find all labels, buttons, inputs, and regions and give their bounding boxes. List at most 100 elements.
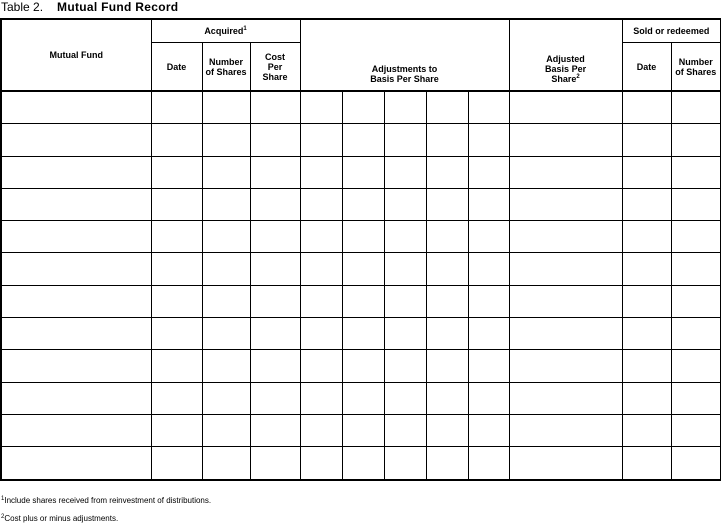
table-cell[interactable] bbox=[150, 284, 203, 319]
table-cell[interactable] bbox=[621, 90, 672, 125]
table-cell[interactable] bbox=[249, 349, 301, 383]
table-cell[interactable] bbox=[621, 220, 672, 254]
table-cell[interactable] bbox=[670, 381, 721, 415]
table-cell[interactable] bbox=[341, 155, 385, 189]
table-cell[interactable] bbox=[341, 284, 385, 319]
table-cell[interactable] bbox=[508, 220, 623, 254]
table-cell[interactable] bbox=[670, 413, 721, 448]
table-cell[interactable] bbox=[0, 317, 152, 351]
table-cell[interactable] bbox=[150, 187, 203, 222]
table-cell[interactable] bbox=[341, 90, 385, 125]
table-cell[interactable] bbox=[383, 446, 427, 481]
table-cell[interactable] bbox=[0, 349, 152, 383]
table-cell[interactable] bbox=[383, 284, 427, 319]
table-cell[interactable] bbox=[467, 446, 510, 481]
table-cell[interactable] bbox=[621, 446, 672, 481]
table-cell[interactable] bbox=[383, 252, 427, 286]
table-cell[interactable] bbox=[425, 252, 469, 286]
table-cell[interactable] bbox=[299, 155, 343, 189]
table-cell[interactable] bbox=[670, 252, 721, 286]
table-cell[interactable] bbox=[0, 446, 152, 481]
table-cell[interactable] bbox=[425, 317, 469, 351]
table-cell[interactable] bbox=[425, 381, 469, 415]
table-cell[interactable] bbox=[383, 317, 427, 351]
table-cell[interactable] bbox=[425, 446, 469, 481]
table-cell[interactable] bbox=[467, 317, 510, 351]
table-cell[interactable] bbox=[249, 155, 301, 189]
table-cell[interactable] bbox=[249, 317, 301, 351]
table-cell[interactable] bbox=[249, 284, 301, 319]
table-cell[interactable] bbox=[201, 413, 251, 448]
table-cell[interactable] bbox=[425, 155, 469, 189]
table-cell[interactable] bbox=[383, 381, 427, 415]
table-cell[interactable] bbox=[467, 349, 510, 383]
table-cell[interactable] bbox=[425, 123, 469, 157]
table-cell[interactable] bbox=[670, 90, 721, 125]
table-cell[interactable] bbox=[299, 284, 343, 319]
table-cell[interactable] bbox=[670, 187, 721, 222]
table-cell[interactable] bbox=[249, 446, 301, 481]
table-cell[interactable] bbox=[383, 90, 427, 125]
table-cell[interactable] bbox=[670, 155, 721, 189]
table-cell[interactable] bbox=[249, 252, 301, 286]
table-cell[interactable] bbox=[299, 220, 343, 254]
table-cell[interactable] bbox=[383, 413, 427, 448]
table-cell[interactable] bbox=[249, 123, 301, 157]
table-cell[interactable] bbox=[0, 284, 152, 319]
table-cell[interactable] bbox=[201, 123, 251, 157]
table-cell[interactable] bbox=[508, 317, 623, 351]
table-cell[interactable] bbox=[0, 187, 152, 222]
table-cell[interactable] bbox=[425, 413, 469, 448]
table-cell[interactable] bbox=[0, 220, 152, 254]
table-cell[interactable] bbox=[621, 413, 672, 448]
table-cell[interactable] bbox=[341, 252, 385, 286]
table-cell[interactable] bbox=[383, 187, 427, 222]
table-cell[interactable] bbox=[467, 90, 510, 125]
table-cell[interactable] bbox=[425, 349, 469, 383]
table-cell[interactable] bbox=[150, 155, 203, 189]
table-cell[interactable] bbox=[670, 349, 721, 383]
table-cell[interactable] bbox=[0, 252, 152, 286]
table-cell[interactable] bbox=[150, 252, 203, 286]
table-cell[interactable] bbox=[299, 187, 343, 222]
table-cell[interactable] bbox=[201, 252, 251, 286]
table-cell[interactable] bbox=[201, 446, 251, 481]
table-cell[interactable] bbox=[299, 123, 343, 157]
table-cell[interactable] bbox=[621, 381, 672, 415]
table-cell[interactable] bbox=[425, 220, 469, 254]
table-cell[interactable] bbox=[508, 446, 623, 481]
table-cell[interactable] bbox=[341, 349, 385, 383]
table-cell[interactable] bbox=[670, 446, 721, 481]
table-cell[interactable] bbox=[299, 90, 343, 125]
table-cell[interactable] bbox=[508, 90, 623, 125]
table-cell[interactable] bbox=[621, 187, 672, 222]
table-cell[interactable] bbox=[249, 220, 301, 254]
table-cell[interactable] bbox=[425, 187, 469, 222]
table-cell[interactable] bbox=[201, 349, 251, 383]
table-cell[interactable] bbox=[467, 413, 510, 448]
table-cell[interactable] bbox=[201, 317, 251, 351]
table-cell[interactable] bbox=[670, 220, 721, 254]
table-cell[interactable] bbox=[201, 187, 251, 222]
table-cell[interactable] bbox=[150, 413, 203, 448]
table-cell[interactable] bbox=[341, 220, 385, 254]
table-cell[interactable] bbox=[383, 123, 427, 157]
table-cell[interactable] bbox=[150, 90, 203, 125]
table-cell[interactable] bbox=[467, 284, 510, 319]
table-cell[interactable] bbox=[508, 413, 623, 448]
table-cell[interactable] bbox=[383, 349, 427, 383]
table-cell[interactable] bbox=[201, 381, 251, 415]
table-cell[interactable] bbox=[0, 90, 152, 125]
table-cell[interactable] bbox=[0, 413, 152, 448]
table-cell[interactable] bbox=[299, 381, 343, 415]
table-cell[interactable] bbox=[249, 187, 301, 222]
table-cell[interactable] bbox=[299, 446, 343, 481]
table-cell[interactable] bbox=[621, 252, 672, 286]
table-cell[interactable] bbox=[150, 317, 203, 351]
table-cell[interactable] bbox=[249, 90, 301, 125]
table-cell[interactable] bbox=[508, 155, 623, 189]
table-cell[interactable] bbox=[467, 381, 510, 415]
table-cell[interactable] bbox=[201, 220, 251, 254]
table-cell[interactable] bbox=[299, 413, 343, 448]
table-cell[interactable] bbox=[467, 123, 510, 157]
